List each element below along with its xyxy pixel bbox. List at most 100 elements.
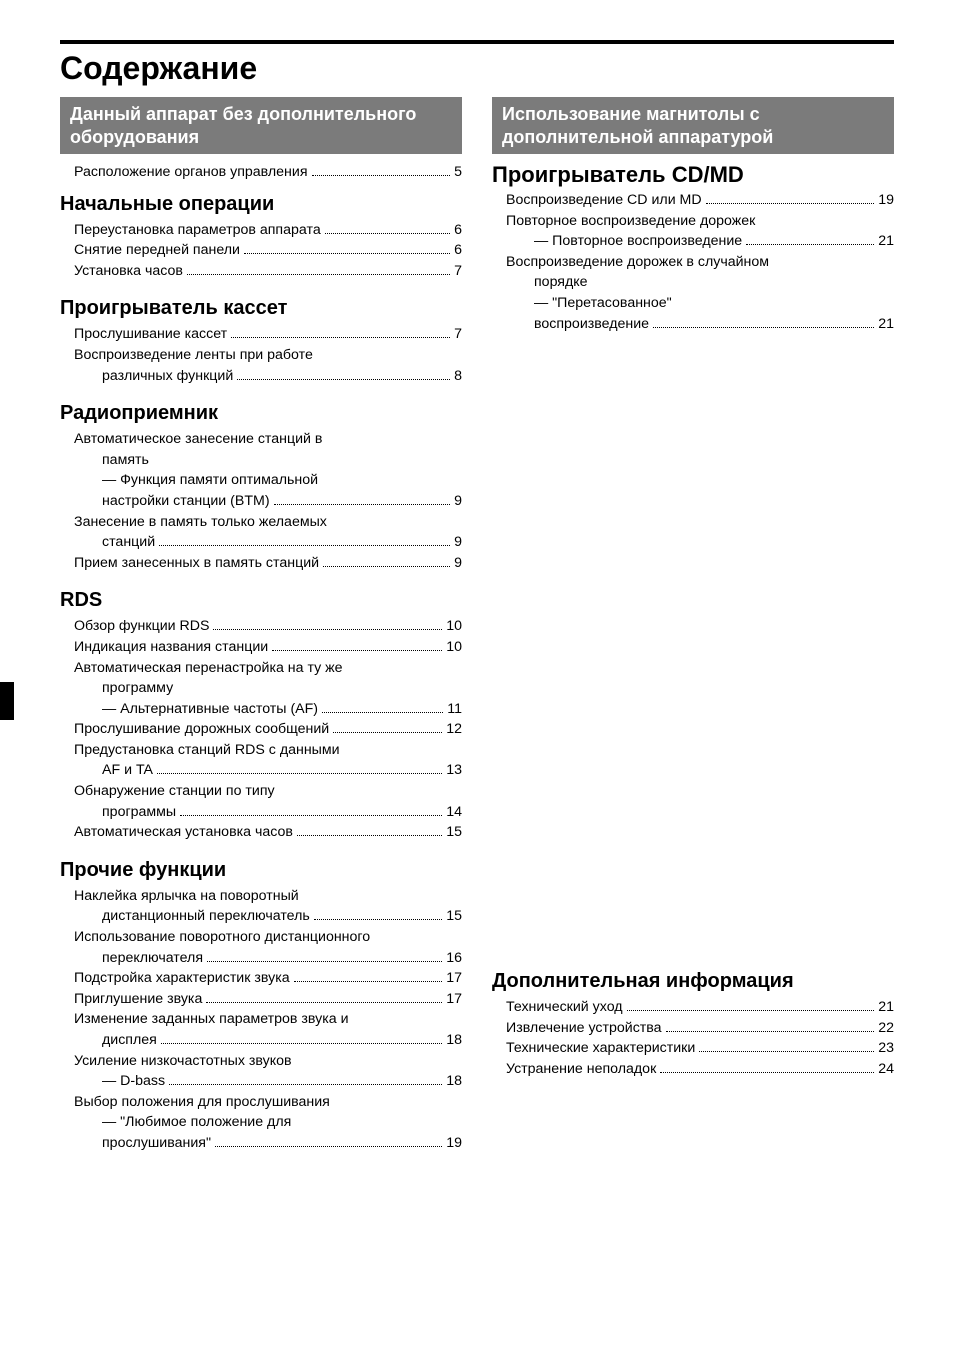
toc-entry: Предустановка станций RDS с данными [74,740,462,761]
toc-leader [746,244,874,245]
toc-leader [627,1010,875,1011]
toc-label: переключателя [102,948,203,969]
toc-label: Приглушение звука [74,989,202,1010]
toc-page: 9 [454,491,462,512]
toc-page: 17 [446,968,462,989]
toc-entry: Выбор положения для прослушивания [74,1092,462,1113]
toc-page: 6 [454,240,462,261]
toc-page: 15 [446,906,462,927]
toc-leader [244,253,450,254]
toc-leader [206,1002,442,1003]
toc-entry: программу [102,678,462,699]
toc-page: 21 [878,997,894,1018]
subhead-addinfo: Дополнительная информация [492,970,894,993]
toc-entry: дистанционный переключатель 15 [102,906,462,927]
toc-leader [169,1084,442,1085]
left-column: Данный аппарат без дополнительного обору… [60,97,462,1154]
toc-label: настройки станции (BTM) [102,491,270,512]
toc-leader [325,233,450,234]
toc-page: 10 [446,637,462,658]
toc-entry: Технический уход21 [506,997,894,1018]
toc-entry: Устранение неполадок24 [506,1059,894,1080]
toc-label: дистанционный переключатель [102,906,310,927]
toc-entry: Извлечение устройства22 [506,1018,894,1039]
toc-leader [207,961,442,962]
toc-leader [237,379,450,380]
toc-page: 21 [878,231,894,252]
toc-page: 19 [878,190,894,211]
toc-page: 9 [454,553,462,574]
toc-entry: Автоматическая перенастройка на ту же [74,658,462,679]
toc-entry: Индикация названия станции10 [74,637,462,658]
toc-entry: программы14 [102,802,462,823]
toc-leader [312,175,451,176]
toc-entry: Занесение в память только желаемых [74,512,462,533]
toc-leader [653,327,874,328]
toc-leader [322,712,443,713]
toc-page: 18 [446,1030,462,1051]
toc-page: 18 [446,1071,462,1092]
toc-entry: переключателя 16 [102,948,462,969]
toc-page: 14 [446,802,462,823]
toc-entry: Воспроизведение дорожек в случайном [506,252,894,273]
toc-entry: прослушивания"19 [102,1133,462,1154]
toc-label: воспроизведение [534,314,649,335]
toc-entry: — "Перетасованное" [534,293,894,314]
toc-entry: станций9 [102,532,462,553]
toc-entry: Воспроизведение ленты при работе [74,345,462,366]
toc-entry: Прослушивание кассет 7 [74,324,462,345]
subhead: RDS [60,589,462,612]
toc-entry: Технические характеристики23 [506,1038,894,1059]
toc-entry: Изменение заданных параметров звука и [74,1009,462,1030]
toc-label: Прослушивание дорожных сообщений [74,719,329,740]
toc-label: Установка часов [74,261,183,282]
toc-page: 21 [878,314,894,335]
toc-entry: Воспроизведение CD или MD 19 [506,190,894,211]
spacer [492,334,894,954]
toc-label: дисплея [102,1030,157,1051]
toc-label: Прием занесенных в память станций [74,553,319,574]
toc-label: AF и TA [102,760,153,781]
toc-entry: память [102,450,462,471]
toc-entry: Прослушивание дорожных сообщений12 [74,719,462,740]
toc-page: 8 [454,366,462,387]
toc-entry: дисплея 18 [102,1030,462,1051]
toc-label: различных функций [102,366,233,387]
toc-label: Прослушивание кассет [74,324,227,345]
toc-page: 16 [446,948,462,969]
toc-leader [294,981,443,982]
left-section-bar: Данный аппарат без дополнительного обору… [60,97,462,154]
toc-label: Технические характеристики [506,1038,695,1059]
subhead-player: Проигрыватель CD/MD [492,162,894,188]
toc-leader [180,815,442,816]
toc-leader [660,1072,874,1073]
toc-entry: Использование поворотного дистанционного [74,927,462,948]
subhead: Проигрыватель кассет [60,297,462,320]
toc-page: 7 [454,261,462,282]
toc-entry: настройки станции (BTM) 9 [102,491,462,512]
toc-page: 19 [446,1133,462,1154]
toc-page: 11 [447,699,462,720]
toc-label: Воспроизведение CD или MD [506,190,702,211]
toc-label: Переустановка параметров аппарата [74,220,321,241]
toc-leader [333,732,442,733]
toc-page: 7 [454,324,462,345]
subhead: Начальные операции [60,193,462,216]
toc-page: 17 [446,989,462,1010]
toc-entry: Автоматическое занесение станций в [74,429,462,450]
toc-label: — Альтернативные частоты (AF) [102,699,318,720]
toc-page: 13 [446,760,462,781]
toc-entry: Подстройка характеристик звука17 [74,968,462,989]
toc-entry: — D-bass 18 [102,1071,462,1092]
toc-leader [231,337,450,338]
toc-leader [157,773,442,774]
right-section-bar: Использование магнитолы с дополнительной… [492,97,894,154]
columns: Данный аппарат без дополнительного обору… [60,97,894,1154]
toc-leader [314,919,442,920]
toc-entry: Расположение органов управления 5 [74,162,462,183]
toc-label: станций [102,532,155,553]
toc-entry: — Альтернативные частоты (AF) 11 [102,699,462,720]
toc-label: — D-bass [102,1071,165,1092]
toc-label: Расположение органов управления [74,162,308,183]
toc-entry: Приглушение звука 17 [74,989,462,1010]
